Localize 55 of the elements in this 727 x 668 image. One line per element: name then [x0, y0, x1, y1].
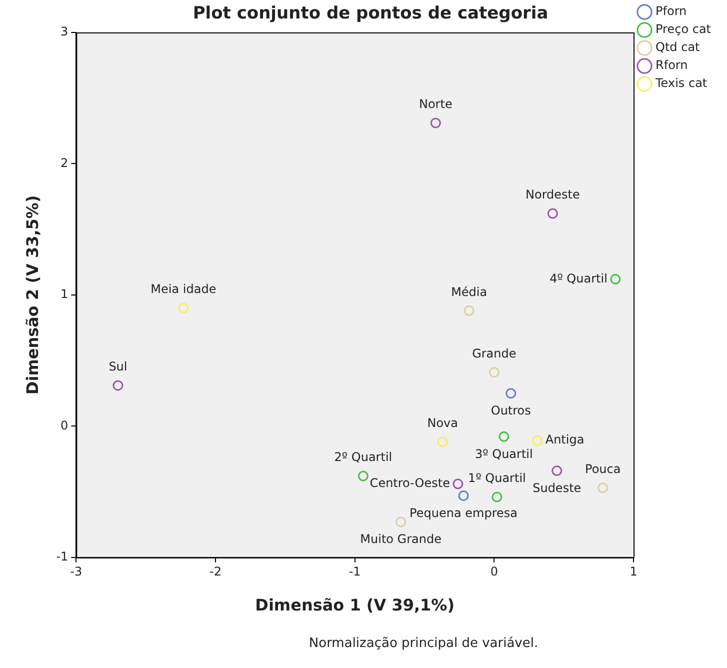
y-axis-title: Dimensão 2 (V 33,5%) [22, 195, 42, 395]
point [430, 118, 441, 128]
annotation: Meia idade [150, 282, 216, 296]
text: Normalização principal de variável. [308, 636, 540, 651]
point [506, 388, 516, 399]
point [488, 367, 500, 378]
legend-label: Preço cat [656, 22, 712, 36]
point [610, 274, 621, 284]
y-tick-label: 2 [60, 156, 68, 170]
legend-label: Rforn [656, 58, 688, 72]
legend-label: Texis cat [654, 76, 708, 90]
x-tick-label: -3 [70, 564, 82, 579]
point [552, 466, 562, 476]
annotation: Muito Grande [360, 532, 442, 546]
annotation: Antiga [545, 432, 584, 447]
y-tick-label: -1 [56, 550, 68, 564]
point [437, 436, 448, 448]
point [492, 492, 502, 502]
annotation: Grande [472, 346, 516, 360]
point [396, 516, 406, 528]
point [112, 380, 124, 391]
point [498, 431, 510, 442]
annotation: 1º Quartil [468, 471, 526, 486]
point [598, 482, 608, 494]
point [547, 208, 558, 219]
x-tick-label: 1 [630, 564, 638, 579]
point [358, 470, 368, 482]
annotation: Média [451, 284, 488, 299]
x-tick-label: -2 [210, 564, 222, 579]
annotation: Outros [490, 403, 531, 418]
annotation: 3º Quartil [475, 446, 533, 461]
annotation: Sudeste [532, 480, 582, 495]
annotation: Nova [427, 416, 458, 430]
y-tick-label: 3 [60, 24, 68, 39]
annotation: Pouca [585, 462, 621, 476]
annotation: Norte [418, 97, 452, 112]
y-tick-label: 0 [60, 418, 68, 432]
annotation: 2º Quartil [334, 450, 392, 464]
legend-label: Pforn [656, 4, 687, 18]
legend-label: Qtd cat [656, 40, 700, 54]
annotation: 4º Quartil [550, 271, 608, 286]
annotation: Centro-Oeste [370, 476, 450, 490]
point [452, 478, 464, 490]
x-tick-label: 0 [490, 564, 498, 579]
point [532, 435, 543, 446]
point [178, 302, 189, 314]
annotation: Nordeste [526, 188, 580, 202]
point [464, 305, 474, 316]
y-tick-label: 1 [60, 287, 68, 302]
point [458, 490, 469, 501]
chart-title: Plot conjunto de pontos de categoria [192, 4, 548, 24]
x-axis-title: Dimensão 1 (V 39,1%) [255, 596, 455, 615]
annotation: Pequena empresa [410, 506, 518, 520]
annotation: Sul [108, 360, 128, 374]
x-tick-label: -1 [348, 564, 361, 579]
